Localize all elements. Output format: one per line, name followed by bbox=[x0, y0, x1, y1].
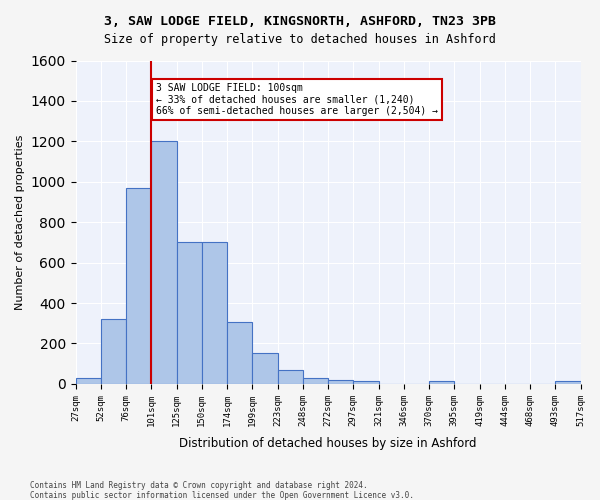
Bar bbox=[126, 188, 151, 384]
Bar bbox=[429, 382, 454, 384]
Text: 3, SAW LODGE FIELD, KINGSNORTH, ASHFORD, TN23 3PB: 3, SAW LODGE FIELD, KINGSNORTH, ASHFORD,… bbox=[104, 15, 496, 28]
Bar bbox=[328, 380, 353, 384]
Bar bbox=[555, 381, 581, 384]
Bar bbox=[176, 242, 202, 384]
Text: Contains public sector information licensed under the Open Government Licence v3: Contains public sector information licen… bbox=[30, 491, 414, 500]
Bar bbox=[202, 242, 227, 384]
Bar bbox=[227, 322, 252, 384]
Y-axis label: Number of detached properties: Number of detached properties bbox=[15, 134, 25, 310]
Text: Size of property relative to detached houses in Ashford: Size of property relative to detached ho… bbox=[104, 32, 496, 46]
Bar bbox=[151, 142, 176, 384]
Bar bbox=[303, 378, 328, 384]
Text: Contains HM Land Registry data © Crown copyright and database right 2024.: Contains HM Land Registry data © Crown c… bbox=[30, 481, 368, 490]
Bar bbox=[76, 378, 101, 384]
Bar bbox=[278, 370, 303, 384]
Text: 3 SAW LODGE FIELD: 100sqm
← 33% of detached houses are smaller (1,240)
66% of se: 3 SAW LODGE FIELD: 100sqm ← 33% of detac… bbox=[157, 82, 439, 116]
Bar bbox=[252, 352, 278, 384]
X-axis label: Distribution of detached houses by size in Ashford: Distribution of detached houses by size … bbox=[179, 437, 477, 450]
Bar bbox=[101, 319, 126, 384]
Bar bbox=[353, 381, 379, 384]
